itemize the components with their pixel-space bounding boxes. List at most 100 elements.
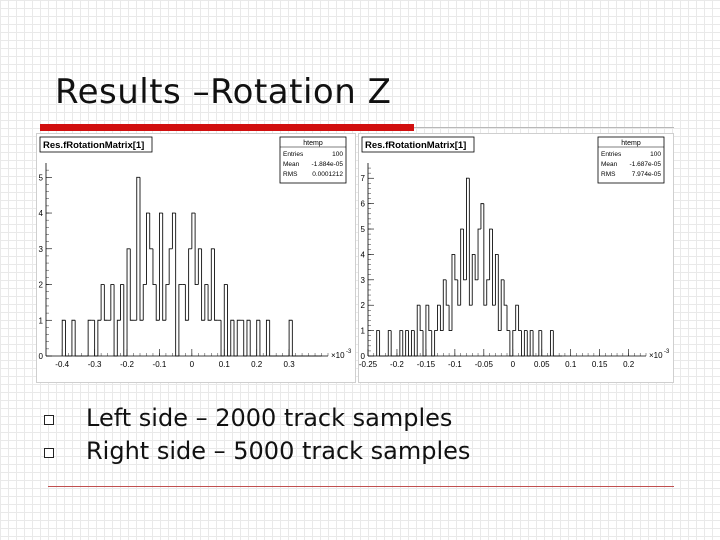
histogram-bin <box>463 229 467 281</box>
histogram-bin <box>207 284 212 321</box>
histogram-bin <box>399 330 403 356</box>
histogram-bin <box>549 330 554 356</box>
histogram-bin <box>236 319 241 356</box>
histogram-bin <box>416 304 421 356</box>
y-tick-label: 5 <box>39 173 44 182</box>
x-tick-label: -0.4 <box>55 360 69 369</box>
stats-label: RMS <box>283 171 298 178</box>
histogram-bin <box>552 330 557 357</box>
stats-label: Mean <box>601 161 618 168</box>
histogram-bin <box>445 279 450 306</box>
histogram-bin <box>64 320 69 357</box>
y-tick-label: 4 <box>39 209 44 218</box>
histogram-bin <box>100 284 105 321</box>
histogram-bin <box>74 320 79 357</box>
histogram-bin <box>492 229 496 306</box>
stats-box <box>279 136 347 184</box>
y-tick-label: 2 <box>361 301 366 310</box>
histogram-bin <box>428 305 432 332</box>
histogram-bin <box>538 330 542 356</box>
histogram-bin <box>460 228 464 306</box>
histogram-bin <box>413 330 418 357</box>
histogram-bin <box>387 330 392 356</box>
histogram-bin <box>486 279 490 306</box>
histogram-bin <box>466 177 470 280</box>
histogram-bin <box>489 228 493 280</box>
histogram-bin <box>227 284 231 357</box>
histogram-bin <box>61 319 66 356</box>
stats-value: -1.884e-05 <box>312 161 344 168</box>
x-tick-label: -0.3 <box>88 360 102 369</box>
y-tick-label: 7 <box>361 174 366 183</box>
y-tick-label: 5 <box>361 225 366 234</box>
histogram-bin <box>246 319 251 356</box>
histogram-bin <box>523 330 528 356</box>
x-tick-label: -0.25 <box>359 360 378 369</box>
histogram-series <box>376 177 563 357</box>
histogram-bin <box>494 253 499 306</box>
histogram-bin <box>288 319 293 356</box>
histogram-bin <box>146 212 150 285</box>
histogram-bin <box>71 319 76 356</box>
y-tick-label: 2 <box>39 281 44 290</box>
x-tick-label: 0.2 <box>623 360 635 369</box>
histogram-bin <box>497 254 502 332</box>
histogram-bin <box>390 330 395 357</box>
histogram-bin <box>468 178 473 306</box>
histogram-bin <box>471 253 476 306</box>
histogram-bin <box>223 284 228 356</box>
histogram-bin <box>113 284 118 357</box>
x-tick-label: 0.2 <box>251 360 263 369</box>
histogram-bin <box>515 304 519 331</box>
bullet-text: Left side – 2000 track samples <box>86 404 453 432</box>
histogram-bin <box>408 330 412 357</box>
histogram-bin <box>419 305 424 332</box>
histogram-bin <box>483 203 487 306</box>
x-tick-label: -0.2 <box>120 360 134 369</box>
histogram-bin <box>194 213 199 285</box>
histogram-bin <box>541 330 545 357</box>
histogram-bin <box>204 284 209 321</box>
histogram-bin <box>512 330 516 356</box>
chart-title: Res.fRotationMatrix[1] <box>365 140 466 151</box>
histogram-bin <box>503 279 507 306</box>
square-bullet-icon <box>44 415 54 425</box>
histogram-bin <box>168 248 173 285</box>
histogram-bin <box>506 305 510 332</box>
histogram-bin <box>243 320 247 357</box>
histogram-bin <box>376 330 380 356</box>
histogram-bin <box>457 279 461 306</box>
histogram-bin <box>233 320 238 357</box>
y-tick-label: 1 <box>361 327 366 336</box>
histogram-bin <box>474 254 479 281</box>
histogram-bin <box>171 212 176 249</box>
histogram-bin <box>139 177 144 321</box>
y-tick-label: 0 <box>39 352 44 361</box>
x-tick-label: 0.1 <box>565 360 577 369</box>
stats-label: Entries <box>601 151 622 158</box>
histogram-bin <box>529 330 534 356</box>
y-tick-label: 4 <box>361 250 366 259</box>
histogram-bin <box>210 248 215 321</box>
histogram-bin <box>405 330 409 356</box>
histogram-bin <box>434 330 438 356</box>
histogram-bin <box>410 330 415 356</box>
chart-title-box <box>39 136 153 153</box>
x-tick-label: -0.15 <box>417 360 436 369</box>
histogram-bin <box>402 330 406 357</box>
stats-label: Entries <box>283 151 304 158</box>
histogram-bin <box>162 213 166 321</box>
histogram-bin <box>269 320 273 357</box>
footer-divider <box>48 486 674 487</box>
stats-label: Mean <box>283 161 300 168</box>
histogram-bin <box>500 279 505 331</box>
x-axis-scale-exponent: -3 <box>664 349 670 355</box>
histogram-bin <box>97 319 102 356</box>
histogram-bin <box>448 305 452 332</box>
x-tick-label: -0.05 <box>475 360 494 369</box>
bullet-text: Right side – 5000 track samples <box>86 437 471 465</box>
chart-title-box <box>361 136 475 153</box>
histogram-bin <box>422 330 426 357</box>
stats-value: -1.687e-05 <box>630 161 662 168</box>
